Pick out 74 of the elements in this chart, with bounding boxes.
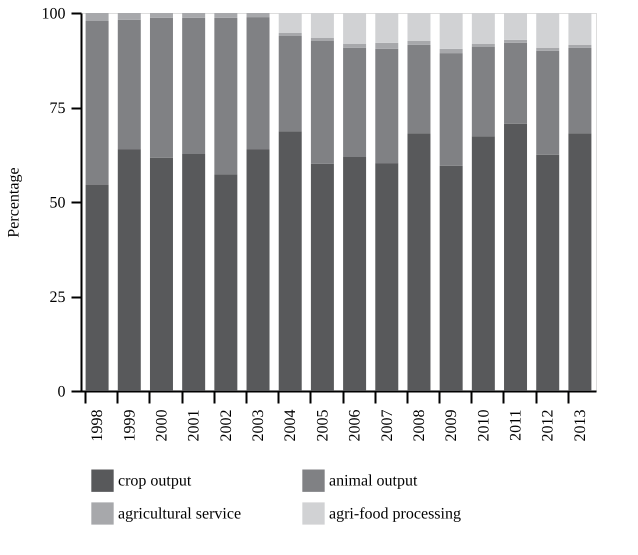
legend-label: agricultural service [118, 506, 242, 522]
bar [246, 17, 270, 150]
legend-label: agri-food processing [329, 506, 461, 522]
bar [150, 13, 173, 18]
bar [343, 48, 366, 158]
bar [86, 184, 109, 391]
bar [375, 163, 398, 391]
bar [343, 157, 366, 391]
x-tick-label: 2009 [443, 410, 460, 442]
x-tick-label: 2008 [410, 410, 428, 442]
y-axis-title: Percentage [6, 167, 22, 238]
x-tick-label: 2000 [153, 410, 170, 442]
bar [472, 136, 495, 391]
bar [246, 149, 270, 391]
bar [375, 42, 398, 49]
bar [150, 18, 173, 158]
bar [568, 48, 592, 134]
bar [568, 44, 592, 48]
bar [214, 174, 238, 391]
x-tick-label: 2001 [186, 410, 203, 442]
x-tick-label: 2003 [250, 410, 268, 442]
bar [440, 53, 463, 166]
bar [182, 13, 206, 18]
bar [375, 48, 398, 164]
bar [407, 44, 430, 134]
bar [182, 18, 206, 154]
bar [278, 36, 302, 132]
y-tick-label: 100 [42, 6, 66, 22]
bar [310, 40, 334, 164]
y-tick-label: 75 [50, 100, 66, 117]
bar [472, 47, 495, 136]
bar [407, 133, 430, 391]
x-tick-label: 1999 [121, 410, 138, 442]
bar [118, 149, 141, 391]
bar [150, 158, 173, 391]
x-tick-label: 2004 [282, 410, 300, 442]
bar [118, 20, 141, 150]
x-tick-label: 2010 [475, 410, 492, 442]
y-tick-label: 50 [50, 194, 66, 212]
x-tick-label: 2012 [540, 410, 557, 442]
bar [536, 50, 560, 155]
bar [214, 18, 238, 174]
bar [504, 124, 528, 391]
bar [86, 13, 109, 21]
bar [278, 33, 302, 36]
bar [536, 154, 560, 391]
bar [310, 164, 334, 391]
legend-label: crop output [118, 472, 192, 490]
bar [504, 40, 528, 43]
x-tick-label: 2006 [346, 410, 364, 442]
bar [214, 13, 238, 18]
bar [568, 133, 592, 391]
bar [536, 48, 560, 51]
legend-label: animal output [329, 472, 418, 490]
x-tick-label: 2013 [572, 410, 589, 442]
bar [182, 154, 206, 391]
bar [118, 13, 141, 20]
bar [86, 20, 109, 185]
bar [246, 13, 270, 18]
bar [343, 44, 366, 48]
x-tick-label: 2005 [314, 410, 332, 442]
bar [310, 38, 334, 41]
x-tick-label: 1998 [89, 410, 106, 442]
bar [407, 40, 430, 45]
y-tick-label: 25 [50, 289, 66, 306]
bar [472, 44, 495, 48]
bar [440, 166, 463, 391]
bar [440, 48, 463, 54]
bar [278, 131, 302, 391]
y-tick-label: 0 [58, 384, 66, 400]
bar [504, 42, 528, 124]
x-tick-label: 2011 [508, 410, 525, 441]
x-tick-label: 2007 [378, 410, 396, 442]
x-tick-label: 2002 [218, 410, 235, 442]
